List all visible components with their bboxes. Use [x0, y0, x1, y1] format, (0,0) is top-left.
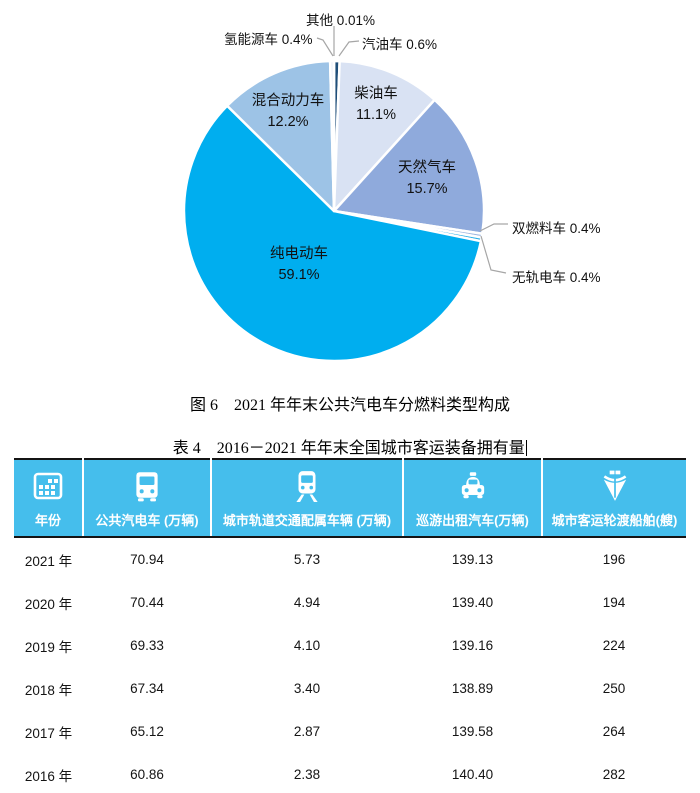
- value-cell: 3.40: [293, 681, 321, 696]
- value-cell: 282: [602, 767, 626, 782]
- year-cell: 2020 年: [24, 596, 73, 612]
- value-cell: 65.12: [130, 724, 164, 739]
- table-header-row: 年份 公共汽电车 (万辆): [14, 459, 686, 538]
- leader-trolleybus: [480, 235, 507, 274]
- year-cell: 2016 年: [24, 768, 73, 784]
- value-cell: 67.34: [130, 681, 164, 696]
- pie-slice-纯电动车: [182, 104, 483, 363]
- year-cell: 2021 年: [24, 553, 73, 569]
- value-cell: 194: [602, 595, 626, 610]
- pie-slice-天然气车: [332, 98, 486, 236]
- value-cell: 70.94: [130, 552, 164, 567]
- text-cursor: [525, 440, 528, 456]
- pie-slice-柴油车: [332, 59, 436, 213]
- leader-gasoline: [338, 40, 360, 57]
- pie-label-battery-electric: 纯电动车 59.1%: [270, 246, 328, 283]
- value-cell: 4.94: [293, 595, 321, 610]
- value-cell: 224: [602, 638, 626, 653]
- pie-label-diesel: 柴油车 11.1%: [354, 86, 398, 123]
- year-cell: 2017 年: [24, 725, 73, 741]
- value-cell: 4.10: [293, 638, 321, 653]
- pie-svg: [182, 26, 508, 363]
- train-icon: [213, 467, 401, 505]
- figure-caption: 图 6 2021 年年末公共汽电车分燃料类型构成: [189, 397, 510, 414]
- value-cell: 139.13: [451, 552, 494, 567]
- calendar-icon: [15, 467, 81, 505]
- taxi-icon: [405, 467, 540, 505]
- table-row: 2016 年 60.86 2.38 140.40 282: [14, 753, 686, 793]
- value-cell: 2.38: [293, 767, 321, 782]
- value-cell: 250: [602, 681, 626, 696]
- equipment-table: 年份 公共汽电车 (万辆): [14, 458, 686, 793]
- bus-icon: [85, 467, 209, 505]
- pie-slice-混合动力车: [225, 59, 336, 213]
- value-cell: 138.89: [451, 681, 494, 696]
- table-row: 2020 年 70.44 4.94 139.40 194: [14, 581, 686, 624]
- pie-label-gasoline: 汽油车 0.6%: [362, 37, 438, 52]
- col-header-year: 年份: [14, 459, 84, 538]
- value-cell: 5.73: [293, 552, 321, 567]
- col-header-taxi: 巡游出租汽车(万辆): [403, 459, 543, 538]
- value-cell: 140.40: [451, 767, 494, 782]
- value-cell: 139.58: [451, 724, 494, 739]
- leader-lines: [316, 26, 508, 274]
- pie-label-hydrogen: 氢能源车 0.4%: [224, 32, 313, 47]
- pie-label-dual-fuel: 双燃料车 0.4%: [512, 221, 601, 236]
- fuel-type-pie-chart: 其他 0.01% 氢能源车 0.4% 汽油车 0.6% 双燃料车 0.4% 无轨…: [0, 0, 700, 385]
- pie-label-trolleybus: 无轨电车 0.4%: [512, 270, 601, 285]
- pie-label-natural-gas: 天然气车 15.7%: [398, 160, 456, 197]
- table-row: 2018 年 67.34 3.40 138.89 250: [14, 667, 686, 710]
- table-caption-text: 表 4 2016－2021 年年末全国城市客运装备拥有量: [172, 440, 525, 457]
- pie-label-other: 其他 0.01%: [306, 13, 376, 28]
- table-caption: 表 4 2016－2021 年年末全国城市客运装备拥有量: [0, 434, 700, 458]
- ship-icon: [544, 467, 685, 505]
- table-row: 2021 年 70.94 5.73 139.13 196: [14, 537, 686, 581]
- year-cell: 2019 年: [24, 639, 73, 655]
- value-cell: 139.40: [451, 595, 494, 610]
- table-row: 2019 年 69.33 4.10 139.16 224: [14, 624, 686, 667]
- col-header-metro: 城市轨道交通配属车辆 (万辆): [211, 459, 404, 538]
- table-row: 2017 年 65.12 2.87 139.58 264: [14, 710, 686, 753]
- table-body: 2021 年 70.94 5.73 139.13 196 2020 年 70.44 4.94 1…: [14, 537, 686, 793]
- leader-hydrogen: [316, 37, 334, 57]
- value-cell: 139.16: [451, 638, 494, 653]
- leader-dual-fuel: [479, 223, 508, 232]
- value-cell: 69.33: [130, 638, 164, 653]
- value-cell: 196: [602, 552, 626, 567]
- col-header-ferry: 城市客运轮渡船舶(艘): [542, 459, 686, 538]
- value-cell: 60.86: [130, 767, 164, 782]
- value-cell: 264: [602, 724, 626, 739]
- col-header-bus: 公共汽电车 (万辆): [83, 459, 212, 538]
- value-cell: 70.44: [130, 595, 164, 610]
- year-cell: 2018 年: [24, 682, 73, 698]
- pie-label-hybrid: 混合动力车 12.2%: [251, 93, 325, 130]
- value-cell: 2.87: [293, 724, 321, 739]
